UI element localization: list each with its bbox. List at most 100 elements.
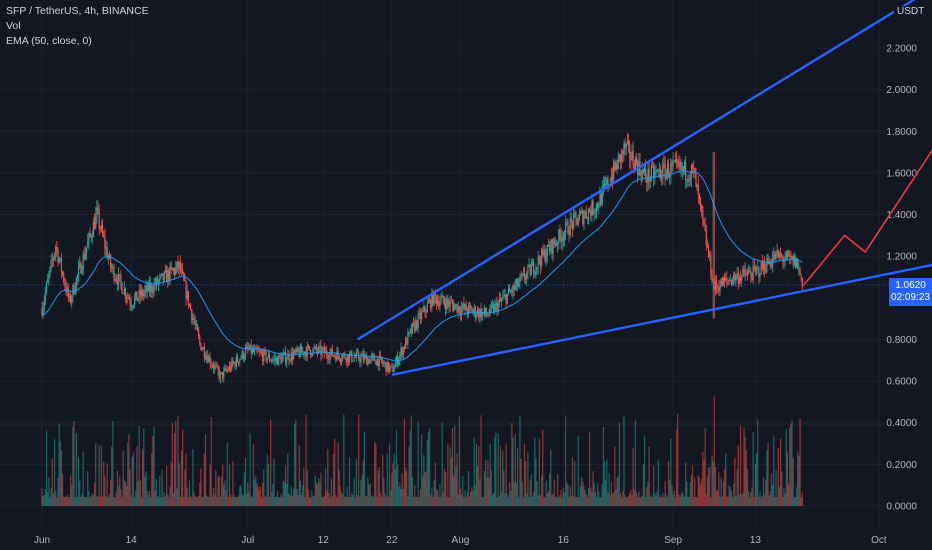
- volume-bar: [657, 460, 659, 506]
- volume-bar: [396, 464, 399, 506]
- candle-body: [400, 348, 402, 355]
- volume-bar: [232, 461, 234, 506]
- candle-body: [226, 369, 228, 371]
- candle-body: [453, 304, 455, 311]
- volume-bar: [378, 466, 380, 506]
- volume-bar: [302, 485, 304, 506]
- volume-bar: [522, 497, 524, 506]
- candle-body: [407, 332, 409, 345]
- candle-body: [346, 354, 348, 363]
- volume-bar: [698, 477, 701, 506]
- candle-body: [116, 280, 119, 285]
- candle-body: [659, 170, 662, 179]
- volume-bar: [222, 464, 224, 506]
- volume-bar: [533, 492, 535, 506]
- volume-bar: [688, 497, 690, 506]
- volume-bar: [461, 494, 463, 506]
- candle-body: [160, 274, 162, 277]
- candle-body: [123, 288, 125, 295]
- candle-body: [791, 256, 793, 259]
- volume-bar: [119, 476, 121, 506]
- candle-body: [746, 272, 749, 276]
- candle-body: [306, 345, 308, 357]
- volume-bar: [430, 494, 432, 506]
- ema-indicator-label[interactable]: EMA (50, close, 0): [6, 35, 92, 47]
- volume-bar: [547, 491, 550, 506]
- volume-bar: [607, 493, 609, 506]
- volume-bar: [184, 469, 186, 506]
- volume-bar: [225, 490, 227, 506]
- candle-body: [618, 154, 620, 156]
- candle-body: [527, 265, 529, 273]
- volume-bar: [219, 496, 221, 506]
- candle-body: [796, 258, 798, 268]
- candle-body: [129, 299, 131, 304]
- candle-body: [792, 256, 794, 266]
- candle-body: [526, 272, 528, 280]
- volume-bar: [206, 495, 208, 506]
- candle-body: [457, 306, 459, 313]
- volume-bar: [303, 467, 305, 506]
- volume-indicator-label[interactable]: Vol: [6, 20, 21, 32]
- candle-body: [661, 178, 663, 179]
- volume-bar: [238, 495, 240, 506]
- candle-body: [99, 227, 101, 230]
- volume-bar: [687, 496, 689, 506]
- candle-body: [465, 304, 467, 311]
- candle-body: [216, 365, 218, 367]
- candle-body: [88, 233, 90, 242]
- candle-body: [234, 362, 236, 367]
- volume-bar: [478, 445, 480, 506]
- candle-body: [530, 266, 532, 275]
- candle-body: [327, 355, 329, 359]
- volume-bar: [236, 497, 239, 506]
- volume-bar: [550, 449, 552, 506]
- volume-bar: [459, 488, 462, 506]
- volume-bar: [329, 497, 331, 506]
- symbol-title[interactable]: SFP / TetherUS, 4h, BINANCE: [6, 5, 149, 17]
- volume-bar: [340, 492, 343, 506]
- volume-bar: [240, 484, 242, 506]
- candle-body: [84, 253, 87, 259]
- volume-bar: [212, 487, 215, 506]
- candle-body: [499, 298, 502, 301]
- price-axis-label: 2.0000: [886, 85, 917, 96]
- candle-body: [543, 249, 545, 255]
- candle-body: [137, 298, 139, 301]
- candle-body: [52, 258, 55, 261]
- currency-unit: USDT: [894, 6, 928, 17]
- candle-body: [352, 360, 354, 362]
- candle-body: [769, 261, 771, 266]
- volume-bar: [155, 478, 157, 506]
- volume-bar: [342, 493, 344, 506]
- volume-bar: [659, 495, 662, 506]
- candle-body: [144, 289, 146, 294]
- volume-bar: [561, 496, 563, 506]
- candle-body: [755, 267, 758, 271]
- candle-body: [58, 259, 60, 263]
- candle-body: [555, 243, 558, 246]
- volume-bar: [58, 423, 60, 506]
- volume-bar: [74, 497, 76, 506]
- volume-bar: [727, 496, 729, 506]
- volume-bar: [272, 483, 274, 506]
- volume-bar: [739, 425, 742, 506]
- candle-body: [763, 262, 766, 271]
- candle-body: [265, 351, 267, 361]
- candle-body: [252, 348, 255, 352]
- candle-body: [351, 351, 353, 362]
- volume-bar: [722, 481, 725, 506]
- candle-body: [574, 213, 576, 215]
- volume-bar: [115, 491, 117, 506]
- candle-body: [49, 266, 51, 275]
- price-axis-label: 2.2000: [886, 44, 917, 55]
- volume-bar: [347, 497, 350, 506]
- volume-bar: [680, 494, 682, 506]
- candle-body: [747, 270, 750, 273]
- volume-bar: [218, 475, 220, 506]
- candle-body: [347, 354, 350, 362]
- volume-bar: [789, 427, 791, 506]
- candle-body: [790, 255, 792, 259]
- volume-bar: [296, 488, 298, 506]
